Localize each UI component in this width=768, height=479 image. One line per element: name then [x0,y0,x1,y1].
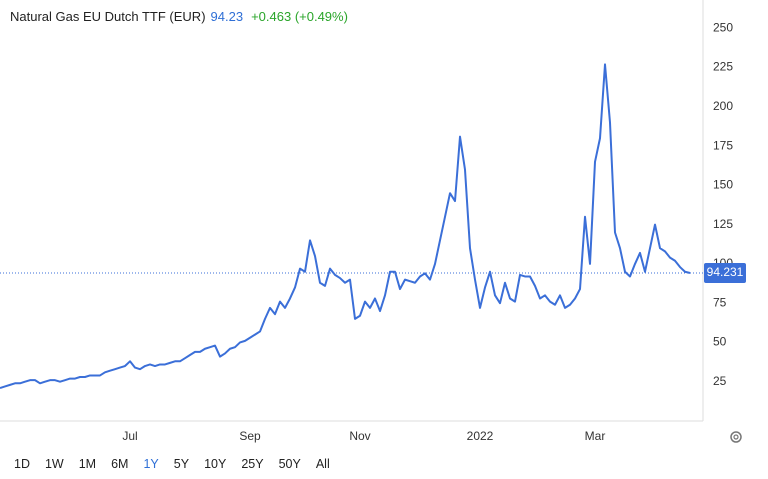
y-tick-label: 200 [713,99,733,113]
price-line [0,63,691,389]
range-button[interactable]: 10Y [204,457,227,471]
x-tick-label: Nov [349,429,370,443]
x-tick-label: 2022 [467,429,494,443]
range-button[interactable]: 1Y [143,457,159,471]
y-tick-label: 125 [713,217,733,231]
last-price-label: 94.231 [707,265,744,279]
y-tick-label: 175 [713,138,733,152]
y-tick-label: 225 [713,60,733,74]
y-tick-label: 50 [713,335,727,349]
range-button[interactable]: 1M [78,457,97,471]
settings-icon[interactable] [730,431,742,443]
gear-ring [730,431,742,443]
range-selector: 1D 1W 1M 6M 1Y 5Y 10Y 25Y 50Y All [14,457,345,471]
x-tick-label: Sep [239,429,261,443]
range-button[interactable]: 50Y [278,457,301,471]
x-tick-label: Jul [122,429,137,443]
range-button[interactable]: 1D [14,457,30,471]
price: 94.23 [210,9,244,24]
y-tick-label: 25 [713,374,727,388]
x-tick-label: Mar [585,429,606,443]
last-price-box [704,262,746,283]
title: Natural Gas EU Dutch TTF (EUR) [10,9,206,24]
range-button[interactable]: 6M [111,457,129,471]
range-button[interactable]: 25Y [241,457,264,471]
range-button[interactable]: 1W [44,457,64,471]
header: Natural Gas EU Dutch TTF (EUR) 94.23 +0.… [10,9,348,24]
y-tick-label: 250 [713,20,733,34]
change: +0.463 (+0.49%) [251,9,348,24]
y-tick-label: 150 [713,178,733,192]
range-button[interactable]: 5Y [173,457,190,471]
gear-hole [733,434,739,440]
y-tick-label: 75 [713,295,727,309]
range-button[interactable]: All [315,457,330,471]
